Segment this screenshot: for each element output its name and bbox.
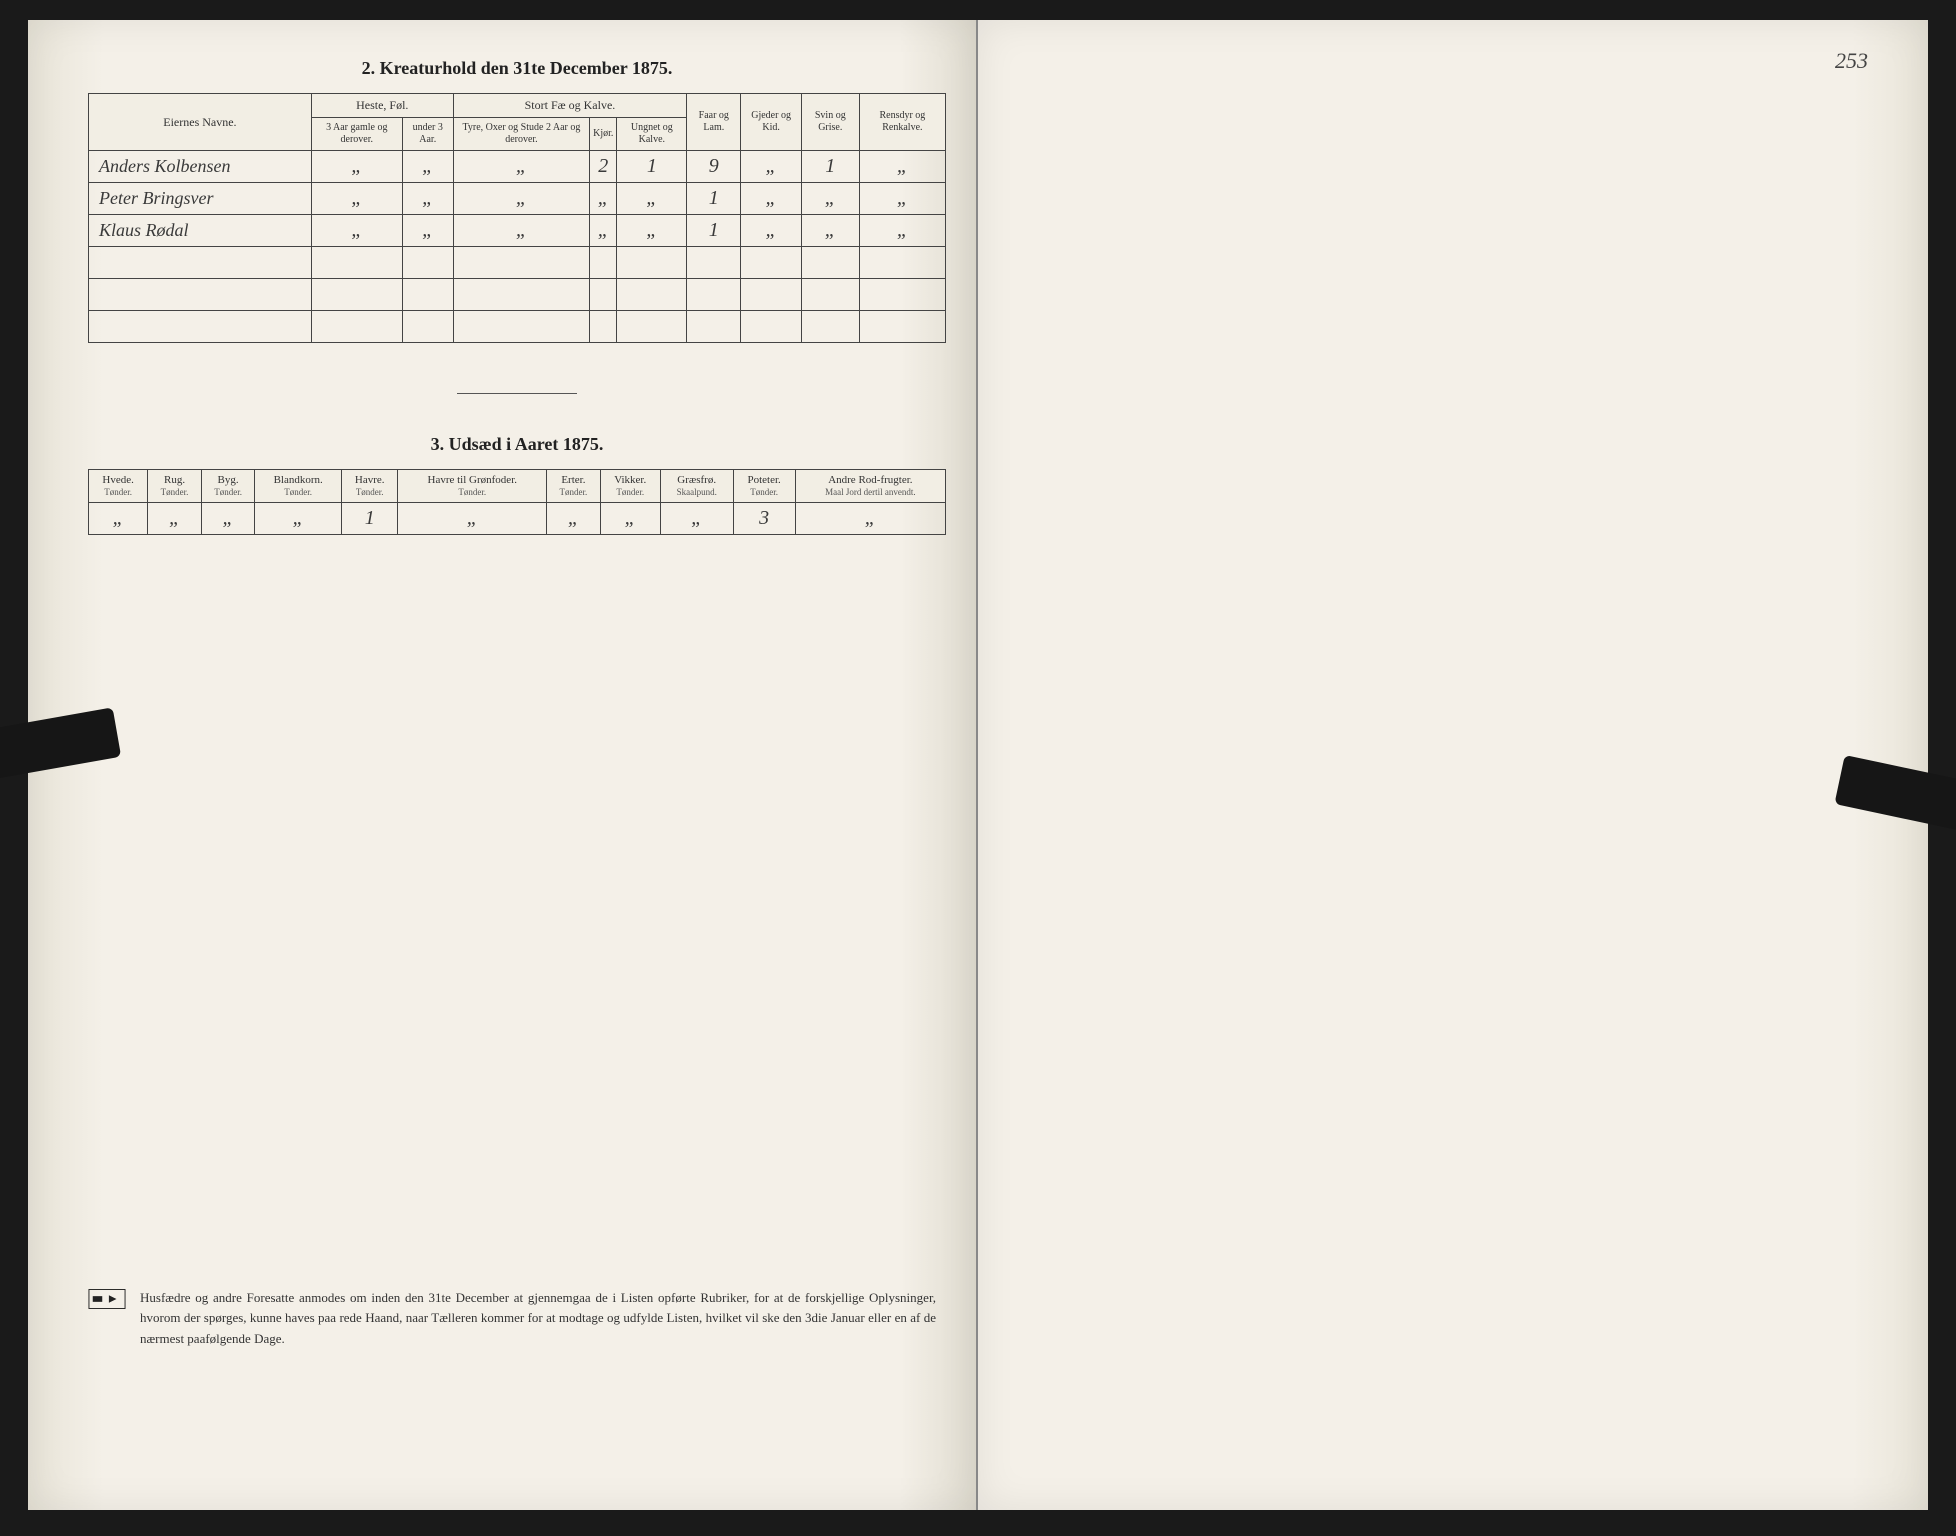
cell: 9 [687, 151, 741, 183]
cell: 1 [801, 151, 859, 183]
seed-col: Hvede.Tønder. [89, 470, 148, 503]
col-goats: Gjeder og Kid. [741, 94, 801, 151]
footnote-text: Husfædre og andre Foresatte anmodes om i… [140, 1288, 936, 1350]
cell: „ [590, 183, 617, 215]
owner-name: Peter Bringsver [89, 183, 312, 215]
left-page: 2. Kreaturhold den 31te December 1875. E… [28, 20, 978, 1510]
livestock-tbody: Anders Kolbensen „ „ „ 2 1 9 „ 1 „ Peter… [89, 151, 946, 343]
cell: „ [402, 183, 453, 215]
cell: „ [801, 215, 859, 247]
pointing-hand-icon [88, 1288, 126, 1310]
seed-col: Vikker.Tønder. [600, 470, 660, 503]
col-cows: Kjør. [590, 118, 617, 151]
table-row: Peter Bringsver „ „ „ „ „ 1 „ „ „ [89, 183, 946, 215]
seed-col: Andre Rod-frugter.Maal Jord dertil anven… [795, 470, 945, 503]
col-sheep: Faar og Lam. [687, 94, 741, 151]
seed-cell: „ [255, 503, 342, 535]
section-divider [457, 393, 577, 394]
cell: „ [453, 183, 589, 215]
cell: „ [453, 151, 589, 183]
seed-cell: „ [148, 503, 202, 535]
section-3-title: 3. Udsæd i Aaret 1875. [88, 434, 946, 455]
blank-row [89, 247, 946, 279]
col-horses-old: 3 Aar gamle og derover. [311, 118, 402, 151]
cell: „ [402, 215, 453, 247]
cell: 1 [687, 215, 741, 247]
col-reindeer: Rensdyr og Renkalve. [859, 94, 945, 151]
col-group-horses: Heste, Føl. [311, 94, 453, 118]
col-group-cattle: Stort Fæ og Kalve. [453, 94, 686, 118]
owner-name: Klaus Rødal [89, 215, 312, 247]
footnote-block: Husfædre og andre Foresatte anmodes om i… [88, 1288, 936, 1350]
cell: 2 [590, 151, 617, 183]
seed-cell: „ [795, 503, 945, 535]
cell: „ [741, 151, 801, 183]
cell: „ [741, 183, 801, 215]
cell: „ [311, 151, 402, 183]
table-row: Anders Kolbensen „ „ „ 2 1 9 „ 1 „ [89, 151, 946, 183]
cell: „ [617, 183, 687, 215]
seed-cell: „ [600, 503, 660, 535]
cell: „ [859, 151, 945, 183]
seed-col: Poteter.Tønder. [733, 470, 795, 503]
seed-cell: „ [547, 503, 601, 535]
table-row: Klaus Rødal „ „ „ „ „ 1 „ „ „ [89, 215, 946, 247]
cell: „ [617, 215, 687, 247]
col-bulls: Tyre, Oxer og Stude 2 Aar og derover. [453, 118, 589, 151]
seed-cell: „ [89, 503, 148, 535]
book-spread: 2. Kreaturhold den 31te December 1875. E… [28, 20, 1928, 1510]
seed-col: Havre til Grønfoder.Tønder. [398, 470, 547, 503]
col-owner: Eiernes Navne. [89, 94, 312, 151]
seed-cell: „ [660, 503, 733, 535]
cell: 1 [687, 183, 741, 215]
seed-cell: „ [398, 503, 547, 535]
cell: 1 [617, 151, 687, 183]
blank-row [89, 311, 946, 343]
seed-col: Græsfrø.Skaalpund. [660, 470, 733, 503]
section-2-title: 2. Kreaturhold den 31te December 1875. [88, 58, 946, 79]
cell: „ [801, 183, 859, 215]
cell: „ [402, 151, 453, 183]
seed-table: Hvede.Tønder. Rug.Tønder. Byg.Tønder. Bl… [88, 469, 946, 535]
blank-row [89, 279, 946, 311]
seed-col: Blandkorn.Tønder. [255, 470, 342, 503]
page-number: 253 [1835, 48, 1868, 74]
col-calves: Ungnet og Kalve. [617, 118, 687, 151]
archive-clip-left [0, 707, 121, 782]
cell: „ [741, 215, 801, 247]
archive-clip-right [1834, 755, 1956, 835]
col-horses-young: under 3 Aar. [402, 118, 453, 151]
cell: „ [859, 183, 945, 215]
cell: „ [453, 215, 589, 247]
livestock-table: Eiernes Navne. Heste, Føl. Stort Fæ og K… [88, 93, 946, 343]
right-page: 253 [978, 20, 1928, 1510]
seed-data-row: „ „ „ „ 1 „ „ „ „ 3 „ [89, 503, 946, 535]
owner-name: Anders Kolbensen [89, 151, 312, 183]
seed-cell: „ [201, 503, 255, 535]
seed-col: Rug.Tønder. [148, 470, 202, 503]
seed-cell: 3 [733, 503, 795, 535]
cell: „ [590, 215, 617, 247]
col-pigs: Svin og Grise. [801, 94, 859, 151]
cell: „ [859, 215, 945, 247]
seed-col: Erter.Tønder. [547, 470, 601, 503]
seed-col: Byg.Tønder. [201, 470, 255, 503]
cell: „ [311, 215, 402, 247]
seed-col: Havre.Tønder. [341, 470, 397, 503]
seed-header-row: Hvede.Tønder. Rug.Tønder. Byg.Tønder. Bl… [89, 470, 946, 503]
cell: „ [311, 183, 402, 215]
seed-cell: 1 [341, 503, 397, 535]
